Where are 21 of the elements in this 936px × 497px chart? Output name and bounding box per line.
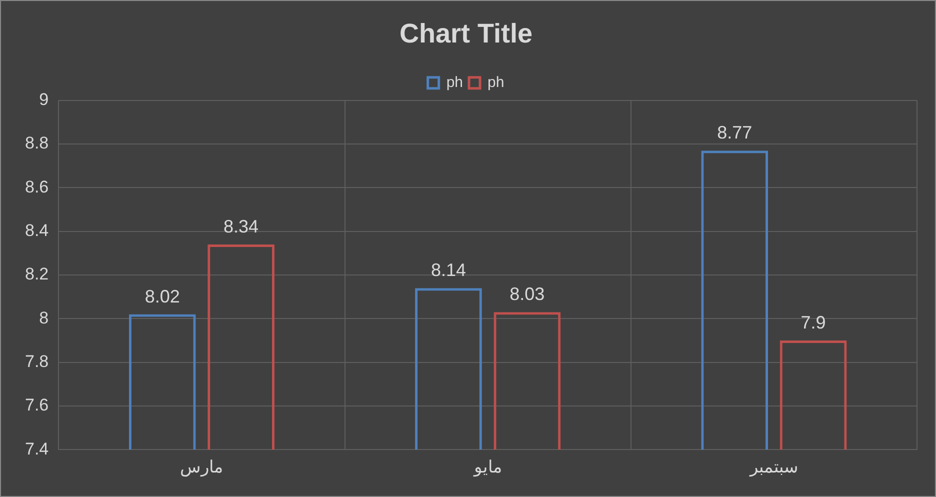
y-tick-label: 8 — [39, 308, 49, 328]
data-label: 7.9 — [800, 312, 826, 332]
y-tick-label: 7.4 — [24, 439, 49, 458]
y-tick-label: 8.8 — [24, 134, 49, 153]
data-label: 8.34 — [224, 216, 259, 236]
y-tick-label: 9 — [39, 90, 49, 110]
data-label: 8.14 — [430, 260, 466, 280]
data-label: 8.77 — [717, 122, 752, 143]
data-label: 8.02 — [144, 286, 180, 306]
legend-label: ph — [446, 74, 464, 92]
x-tick-label: سبتمبر — [748, 457, 798, 478]
chart-title: Chart Title — [399, 18, 533, 49]
y-tick-label: 7.6 — [24, 396, 49, 415]
legend-label: ph — [488, 74, 504, 92]
y-tick-label: 8.2 — [24, 264, 49, 284]
data-label: 8.03 — [510, 284, 545, 304]
x-tick-label: مايو — [472, 457, 502, 478]
y-tick-label: 7.8 — [24, 352, 49, 371]
x-tick-label: مارس — [180, 457, 224, 478]
y-tick-label: 8.6 — [24, 177, 49, 196]
y-tick-label: 8.4 — [24, 221, 49, 240]
